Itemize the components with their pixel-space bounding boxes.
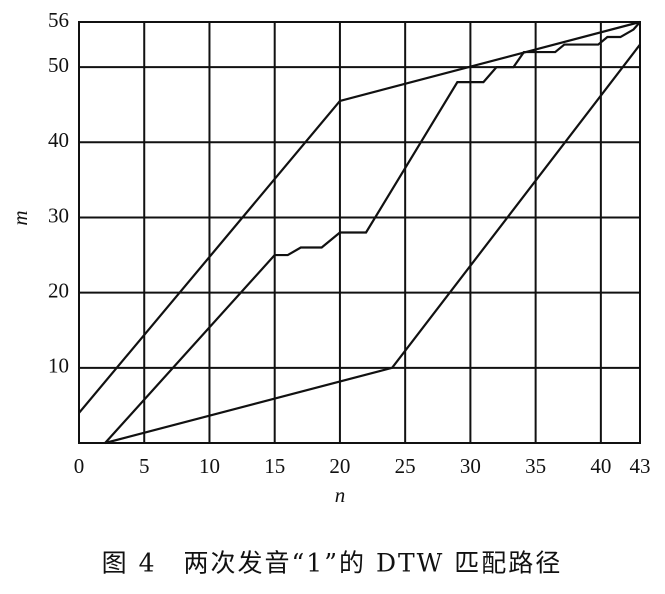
y-tick-label: 20 xyxy=(48,278,69,302)
caption: 图 4 两次发音“1”的 DTW 匹配路径 xyxy=(102,549,563,578)
x-tick-label: 5 xyxy=(139,454,150,478)
y-tick-label: 56 xyxy=(48,8,69,32)
x-tick-label: 20 xyxy=(329,454,350,478)
dtw-path xyxy=(104,21,641,444)
dtw-path xyxy=(104,43,641,445)
dtw-path xyxy=(78,20,641,414)
x-axis-label: n xyxy=(335,483,346,507)
x-tick-label: 35 xyxy=(525,454,546,478)
y-tick-label: 30 xyxy=(48,203,69,227)
x-tick-label: 25 xyxy=(395,454,416,478)
x-tick-label: 15 xyxy=(264,454,285,478)
y-tick-label: 40 xyxy=(48,128,69,152)
y-tick-label: 50 xyxy=(48,53,69,77)
x-tick-label: 40 xyxy=(590,454,611,478)
y-tick-label: 10 xyxy=(48,354,69,378)
y-axis-label: m xyxy=(8,210,32,225)
x-tick-label: 43 xyxy=(630,454,651,478)
x-tick-label: 30 xyxy=(460,454,481,478)
x-tick-label: 10 xyxy=(199,454,220,478)
x-tick-label: 0 xyxy=(74,454,85,478)
